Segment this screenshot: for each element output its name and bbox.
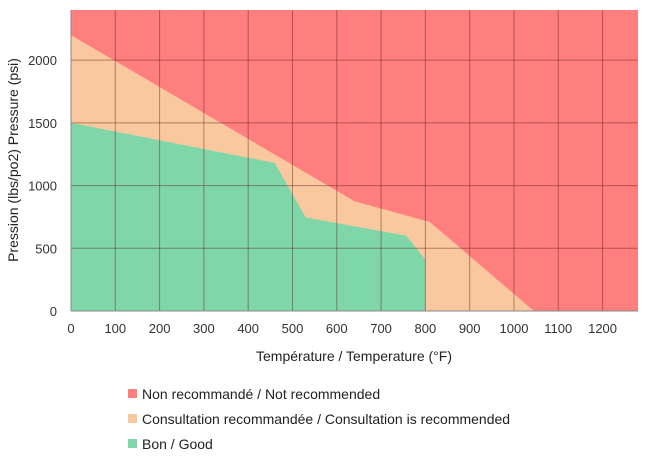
legend-item-good: Bon / Good — [128, 431, 510, 456]
y-tick-label: 0 — [50, 304, 57, 319]
x-tick-label: 1100 — [544, 321, 572, 336]
regions — [71, 10, 638, 311]
x-tick-label: 600 — [326, 321, 348, 336]
legend-item-consultation: Consultation recommandée / Consultation … — [128, 406, 510, 431]
x-tick-label: 300 — [193, 321, 215, 336]
x-tick-label: 800 — [415, 321, 437, 336]
y-tick-label: 2000 — [28, 53, 57, 68]
x-tick-label: 900 — [459, 321, 481, 336]
x-ticks: 0 100 200 300 400 500 600 700 800 900 1000 1100 1200 — [67, 321, 617, 336]
y-tick-label: 500 — [35, 241, 57, 256]
legend-label: Bon / Good — [142, 435, 213, 452]
x-tick-label: 1200 — [588, 321, 617, 336]
legend: Non recommandé / Not recommended Consult… — [128, 381, 510, 456]
y-axis-label: Pression (lbs/po2) Pressure (psi) — [5, 58, 21, 262]
legend-item-not-recommended: Non recommandé / Not recommended — [128, 381, 510, 406]
x-tick-label: 400 — [237, 321, 259, 336]
x-tick-label: 500 — [282, 321, 304, 336]
grid — [70, 10, 638, 312]
legend-label: Non recommandé / Not recommended — [142, 385, 381, 402]
legend-swatch — [128, 439, 137, 448]
y-tick-label: 1000 — [28, 179, 57, 194]
chart: 0 100 200 300 400 500 600 700 800 900 1000 1100 1200… — [5, 10, 638, 364]
x-axis-label: Température / Temperature (°F) — [256, 348, 452, 364]
legend-swatch — [128, 414, 137, 423]
x-tick-label: 1000 — [500, 321, 529, 336]
x-tick-label: 100 — [104, 321, 126, 336]
y-tick-label: 1500 — [28, 116, 57, 131]
y-ticks: 0 500 1000 1500 2000 — [28, 53, 57, 319]
x-tick-label: 0 — [67, 321, 74, 336]
legend-label: Consultation recommandée / Consultation … — [142, 410, 511, 427]
x-tick-label: 700 — [370, 321, 392, 336]
x-tick-label: 200 — [149, 321, 171, 336]
region-good — [71, 122, 426, 311]
legend-swatch — [128, 389, 137, 398]
